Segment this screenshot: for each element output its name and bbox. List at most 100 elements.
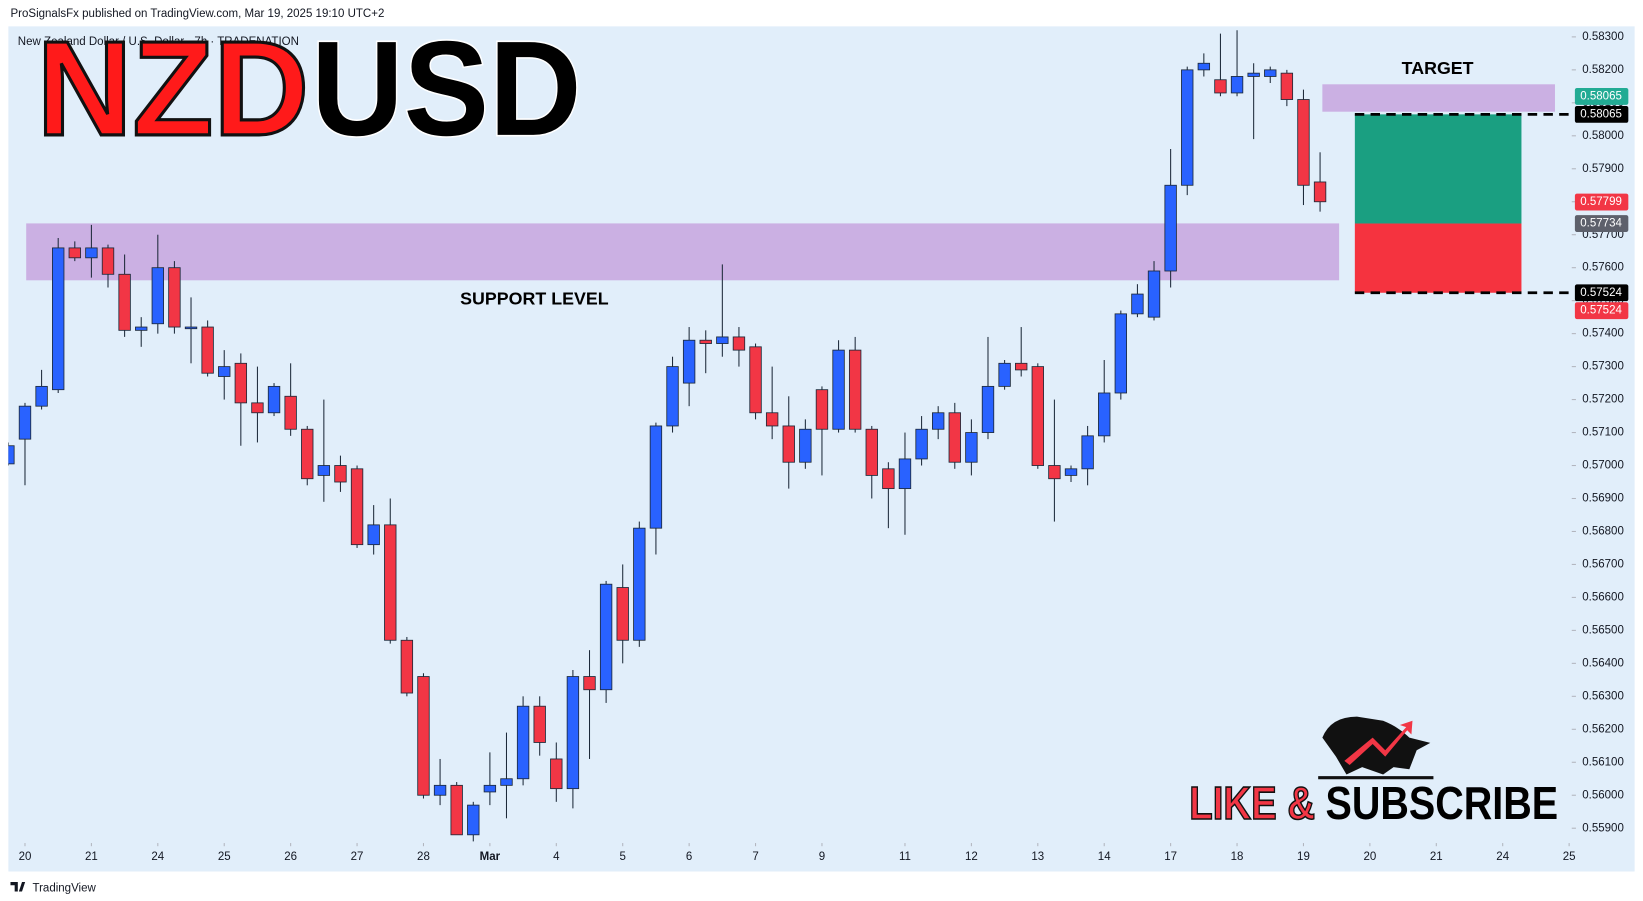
candle-body xyxy=(898,458,912,490)
candle-body xyxy=(699,339,712,344)
candle-body xyxy=(317,465,331,476)
y-tick-label: 0.56500 xyxy=(1582,624,1624,636)
title-usd: USD xyxy=(311,13,581,164)
y-tick-label: 0.55900 xyxy=(1582,822,1624,834)
y-tick-label: 0.57900 xyxy=(1582,163,1624,175)
x-tick-label: 5 xyxy=(620,851,626,863)
candle-body xyxy=(151,267,164,325)
price-label-bg xyxy=(1574,215,1629,232)
candle-body xyxy=(732,336,746,351)
price-label: 0.57524 xyxy=(1580,287,1622,299)
take-profit-box xyxy=(1354,114,1522,224)
candle-body xyxy=(52,247,65,391)
x-tick-label: 11 xyxy=(899,851,911,863)
price-label: 0.58065 xyxy=(1580,90,1622,102)
y-tick-label: 0.56200 xyxy=(1582,723,1624,735)
x-tick-label: 12 xyxy=(965,851,978,863)
title-nzd: NZD xyxy=(37,13,309,164)
price-label-bg xyxy=(1574,88,1629,105)
candle-body xyxy=(583,676,596,691)
footer-brand: TradingView xyxy=(32,882,96,894)
y-tick-label: 0.57200 xyxy=(1582,394,1624,406)
candle-body xyxy=(633,527,646,641)
x-tick-label: 9 xyxy=(819,851,825,863)
price-label-bg xyxy=(1574,105,1629,123)
y-tick-label: 0.56100 xyxy=(1582,756,1624,768)
candle-body xyxy=(267,385,281,414)
candle-body xyxy=(8,445,15,465)
candle-body xyxy=(35,385,48,407)
candle-body xyxy=(1098,392,1111,437)
candle-body xyxy=(666,366,679,427)
candle-body xyxy=(965,432,978,463)
cta-subscribe: SUBSCRIBE xyxy=(1326,777,1559,829)
candle-body xyxy=(1247,72,1260,77)
candle-body xyxy=(1114,313,1128,394)
candle-body xyxy=(350,468,364,546)
candle-body xyxy=(1048,465,1061,480)
plot-area xyxy=(8,30,1555,842)
candle-body xyxy=(251,402,264,414)
candle-body xyxy=(1197,62,1211,71)
candle-body xyxy=(832,349,845,430)
candle-body xyxy=(1031,366,1044,466)
candle-body xyxy=(135,326,148,331)
x-tick-label: 20 xyxy=(19,851,32,863)
y-tick-label: 0.58200 xyxy=(1582,64,1624,76)
y-tick-label: 0.57000 xyxy=(1582,460,1624,472)
y-tick-label: 0.57300 xyxy=(1582,361,1624,373)
y-tick-label: 0.56000 xyxy=(1582,789,1624,801)
candle-body xyxy=(716,336,729,344)
candle-body xyxy=(367,524,380,546)
candle-body xyxy=(616,587,629,641)
x-tick-label: 6 xyxy=(686,851,692,863)
candle-body xyxy=(284,395,297,430)
candle-body xyxy=(948,412,961,463)
x-tick-label: 28 xyxy=(417,851,430,863)
price-label-bg xyxy=(1574,302,1629,320)
y-tick-label: 0.58300 xyxy=(1582,31,1624,43)
candle-body xyxy=(682,339,696,384)
candle-body xyxy=(218,366,231,377)
candle-body xyxy=(1015,362,1028,371)
candle-body xyxy=(1313,181,1327,203)
x-tick-label: 25 xyxy=(1563,851,1576,863)
candle-body xyxy=(815,389,829,430)
candle-body xyxy=(1064,468,1078,476)
candle-body xyxy=(334,465,347,483)
candle-body xyxy=(417,676,430,796)
logo xyxy=(1318,716,1434,780)
candle-body xyxy=(384,524,397,641)
candle-body xyxy=(118,273,131,331)
candle-body xyxy=(234,362,248,404)
candle-body xyxy=(18,405,32,440)
price-label-bg xyxy=(1574,193,1629,211)
candle-body xyxy=(1280,72,1294,100)
candle-body xyxy=(915,428,928,460)
publish-info: ProSignalsFx published on TradingView.co… xyxy=(10,8,384,20)
candle-body xyxy=(799,428,812,463)
x-tick-label: 25 xyxy=(218,851,231,863)
x-tick-label: 20 xyxy=(1363,851,1376,863)
x-tick-label: Mar xyxy=(480,851,501,863)
candle-body xyxy=(848,349,862,430)
y-tick-label: 0.57400 xyxy=(1582,328,1624,340)
candle-body xyxy=(550,758,563,790)
x-tick-label: 4 xyxy=(553,851,560,863)
candle-body xyxy=(865,428,878,476)
candle-body xyxy=(301,428,314,480)
x-tick-label: 19 xyxy=(1297,851,1310,863)
y-tick-label: 0.57600 xyxy=(1582,262,1624,274)
y-tick-label: 0.56900 xyxy=(1582,493,1624,505)
target-label: TARGET xyxy=(1402,58,1474,78)
y-tick-label: 0.56300 xyxy=(1582,690,1624,702)
tv-icon xyxy=(10,882,26,892)
candle-body xyxy=(1264,69,1277,77)
y-tick-label: 0.57100 xyxy=(1582,427,1624,439)
candle-body xyxy=(981,385,995,433)
candle-body xyxy=(882,468,895,490)
x-tick-label: 7 xyxy=(752,851,758,863)
x-tick-label: 27 xyxy=(351,851,364,863)
candle-body xyxy=(500,778,513,786)
